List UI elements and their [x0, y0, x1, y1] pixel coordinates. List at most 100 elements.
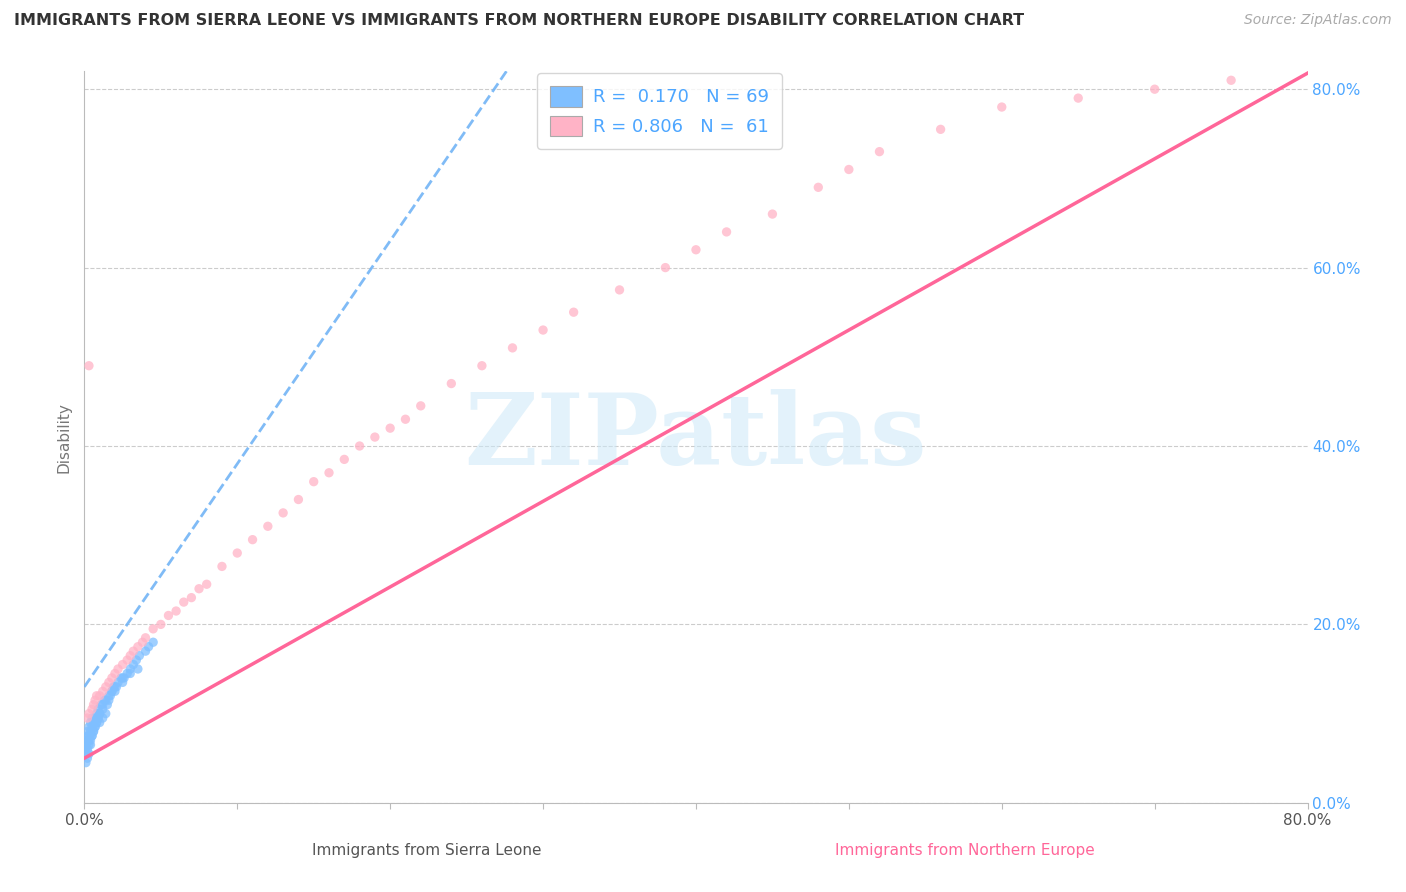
Point	[991, 100, 1014, 114]
Point	[333, 452, 356, 467]
Point	[104, 666, 127, 681]
Point	[87, 711, 110, 725]
Point	[101, 671, 124, 685]
Point	[128, 648, 150, 663]
Point	[91, 702, 114, 716]
Point	[94, 693, 117, 707]
Point	[83, 724, 105, 739]
Point	[502, 341, 524, 355]
Text: Immigrants from Sierra Leone: Immigrants from Sierra Leone	[312, 843, 541, 858]
Point	[165, 604, 187, 618]
Point	[135, 631, 157, 645]
Point	[86, 715, 108, 730]
Point	[87, 711, 110, 725]
Point	[122, 657, 145, 672]
Point	[76, 751, 98, 765]
Point	[104, 680, 127, 694]
Point	[807, 180, 830, 194]
Point	[76, 711, 98, 725]
Point	[91, 684, 114, 698]
Point	[380, 421, 402, 435]
Point	[138, 640, 160, 654]
Point	[440, 376, 463, 391]
Point	[84, 693, 107, 707]
Point	[86, 715, 108, 730]
Point	[76, 724, 98, 739]
Point	[761, 207, 783, 221]
Point	[562, 305, 585, 319]
Point	[142, 622, 165, 636]
Point	[86, 706, 108, 721]
Point	[80, 729, 103, 743]
Point	[1220, 73, 1243, 87]
Point	[107, 675, 129, 690]
Point	[77, 738, 100, 752]
Point	[76, 742, 98, 756]
Point	[111, 671, 134, 685]
Point	[91, 698, 114, 712]
Point	[211, 559, 233, 574]
Point	[94, 680, 117, 694]
Point	[180, 591, 202, 605]
Point	[364, 430, 387, 444]
Point	[929, 122, 952, 136]
Point	[79, 738, 101, 752]
Point	[135, 644, 157, 658]
Point	[75, 742, 97, 756]
Point	[122, 644, 145, 658]
Point	[94, 706, 117, 721]
Point	[80, 702, 103, 716]
Point	[83, 698, 105, 712]
Point	[76, 733, 98, 747]
Point	[101, 684, 124, 698]
Point	[80, 720, 103, 734]
Point	[394, 412, 416, 426]
Text: Immigrants from Northern Europe: Immigrants from Northern Europe	[835, 843, 1095, 858]
Text: ZIPatlas: ZIPatlas	[465, 389, 927, 485]
Point	[87, 702, 110, 716]
Point	[90, 698, 112, 712]
Point	[1143, 82, 1166, 96]
Point	[127, 640, 149, 654]
Point	[188, 582, 211, 596]
Point	[75, 756, 97, 770]
Point	[83, 715, 105, 730]
Point	[257, 519, 280, 533]
Point	[409, 399, 432, 413]
Point	[91, 711, 114, 725]
Point	[531, 323, 554, 337]
Point	[89, 706, 111, 721]
Point	[287, 492, 309, 507]
Legend: R =  0.170   N = 69, R = 0.806   N =  61: R = 0.170 N = 69, R = 0.806 N = 61	[537, 73, 782, 149]
Point	[89, 689, 111, 703]
Point	[84, 720, 107, 734]
Point	[79, 724, 101, 739]
Point	[77, 706, 100, 721]
Point	[101, 684, 124, 698]
Point	[89, 706, 111, 721]
Point	[96, 698, 118, 712]
Point	[112, 671, 135, 685]
Point	[75, 747, 97, 761]
Point	[98, 689, 121, 703]
Point	[125, 653, 148, 667]
Point	[609, 283, 631, 297]
Point	[76, 729, 98, 743]
Point	[869, 145, 891, 159]
Point	[1067, 91, 1090, 105]
Point	[838, 162, 860, 177]
Point	[131, 635, 153, 649]
Point	[157, 608, 180, 623]
Point	[195, 577, 218, 591]
Y-axis label: Disability: Disability	[56, 401, 72, 473]
Point	[77, 720, 100, 734]
Point	[302, 475, 325, 489]
Text: IMMIGRANTS FROM SIERRA LEONE VS IMMIGRANTS FROM NORTHERN EUROPE DISABILITY CORRE: IMMIGRANTS FROM SIERRA LEONE VS IMMIGRAN…	[14, 13, 1024, 29]
Point	[97, 675, 120, 690]
Point	[105, 680, 128, 694]
Point	[107, 662, 129, 676]
Point	[84, 720, 107, 734]
Point	[226, 546, 249, 560]
Point	[142, 635, 165, 649]
Point	[318, 466, 340, 480]
